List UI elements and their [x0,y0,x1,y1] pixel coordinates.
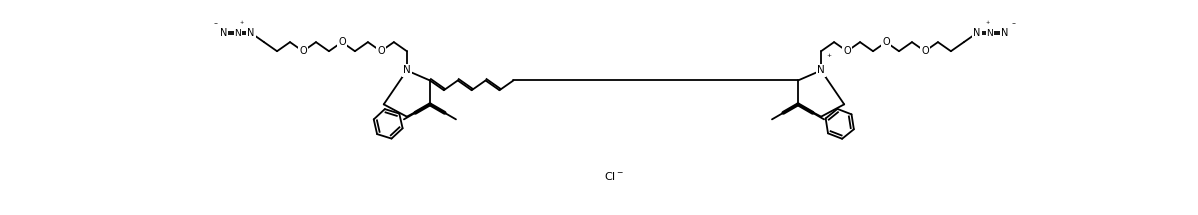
Text: O: O [300,46,307,56]
Text: $^+$: $^+$ [984,21,991,27]
Text: N: N [817,65,825,75]
Text: O: O [338,37,346,47]
Text: N: N [219,28,228,38]
Text: $^-$: $^-$ [212,21,218,27]
Text: O: O [882,37,890,47]
Text: N: N [973,28,980,38]
Text: N: N [248,28,255,38]
Text: $^+$: $^+$ [825,52,833,61]
Text: O: O [921,46,928,56]
Text: N: N [987,29,993,38]
Text: N: N [235,29,241,38]
Text: N: N [1000,28,1009,38]
Text: Cl$^-$: Cl$^-$ [604,170,624,182]
Text: $^+$: $^+$ [237,21,244,27]
Text: O: O [843,46,851,56]
Text: O: O [377,46,385,56]
Text: N: N [403,65,411,75]
Text: $^-$: $^-$ [1010,21,1016,27]
